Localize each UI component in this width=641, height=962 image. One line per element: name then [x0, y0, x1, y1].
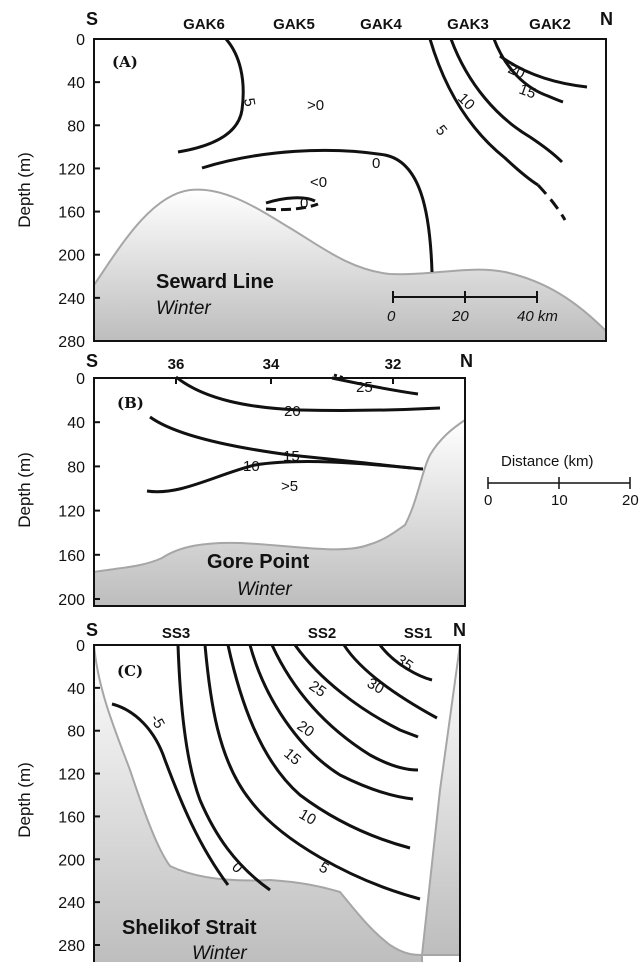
panel-b-north-label: N: [460, 351, 473, 371]
ytick-label: 200: [58, 248, 85, 265]
ytick-label: 280: [58, 938, 85, 955]
station-a-0: GAK6: [183, 16, 225, 33]
clabel-c-3: 10: [296, 806, 319, 829]
ytick-label: 160: [58, 548, 85, 565]
station-a-2: GAK4: [360, 16, 402, 33]
station-c-1: SS2: [308, 625, 336, 642]
clabel-b-2: 15: [283, 448, 300, 465]
clabel-a-3: <0: [310, 174, 327, 191]
panel-c: -5 0 5 10 15 20 25 30 35 (C) Shelikof St…: [15, 620, 466, 962]
station-b-1: 34: [263, 356, 280, 373]
station-a-3: GAK3: [447, 16, 489, 33]
ytick-label: 40: [67, 75, 85, 92]
contour-a-5-right-dash: [538, 185, 565, 220]
ytick-label: 160: [58, 809, 85, 826]
contour-a-0-lower-dash: [266, 204, 318, 210]
panel-c-bathymetry-right: [422, 645, 460, 955]
clabel-a-0: 5: [240, 97, 258, 108]
contour-a-5-right: [430, 39, 538, 185]
clabel-a-4: 0: [300, 195, 308, 212]
panel-b-south-label: S: [86, 351, 98, 371]
panel-b-season: Winter: [237, 579, 292, 600]
clabel-a-1: >0: [307, 97, 324, 114]
ytick-label: 80: [67, 724, 85, 741]
distance-scale-label-0: 0: [484, 492, 492, 509]
panel-c-stations: SS3 SS2 SS1: [162, 625, 432, 642]
panel-a-title: Seward Line: [156, 271, 274, 293]
clabel-b-3: 10: [243, 458, 260, 475]
station-c-2: SS1: [404, 625, 432, 642]
ytick-label: 160: [58, 205, 85, 222]
clabel-c-4: 15: [280, 745, 304, 769]
station-c-0: SS3: [162, 625, 190, 642]
ytick-label: 80: [67, 118, 85, 135]
ytick-label: 0: [76, 638, 85, 655]
panel-c-title: Shelikof Strait: [122, 917, 257, 939]
ytick-label: 40: [67, 681, 85, 698]
distance-scale-label-1: 10: [551, 492, 568, 509]
panel-b-label: (B): [117, 394, 144, 412]
contour-b-25: [332, 378, 418, 394]
panel-c-season: Winter: [192, 943, 247, 962]
contour-b-20: [176, 377, 440, 410]
station-a-4: GAK2: [529, 16, 571, 33]
panel-a-ylabel: Depth (m): [15, 152, 34, 228]
clabel-c-2: 5: [316, 859, 332, 878]
station-b-0: 36: [168, 356, 185, 373]
ytick-label: 120: [58, 767, 85, 784]
panel-a-south-label: S: [86, 9, 98, 29]
contour-c-10: [228, 645, 410, 848]
ytick-label: 0: [76, 371, 85, 388]
contour-c-15: [250, 645, 413, 799]
contour-b-10: [147, 462, 411, 492]
panel-c-ylabel: Depth (m): [15, 762, 34, 838]
ytick-label: 120: [58, 161, 85, 178]
panel-a: 5 >0 0 <0 0 5 10 15 20 (A) Seward Line W…: [15, 9, 613, 351]
clabel-a-2: 0: [372, 155, 380, 172]
panel-c-label: (C): [117, 662, 143, 680]
ytick-label: 200: [58, 852, 85, 869]
station-b-2: 32: [385, 356, 402, 373]
ytick-label: 40: [67, 415, 85, 432]
clabel-b-4: >5: [281, 478, 298, 495]
panel-a-contour-labels: 5 >0 0 <0 0 5 10 15 20: [240, 60, 538, 212]
clabel-c-7: 30: [364, 675, 387, 698]
panel-a-north-label: N: [600, 9, 613, 29]
scale-bar-a-label-1: 20: [451, 308, 469, 325]
clabel-b-0: 25: [356, 379, 373, 396]
distance-scale: Distance (km) 0 10 20: [484, 453, 639, 509]
panel-a-stations: GAK6 GAK5 GAK4 GAK3 GAK2: [183, 16, 571, 33]
ytick-label: 240: [58, 895, 85, 912]
panel-a-label: (A): [112, 53, 138, 71]
panel-b-contour-labels: 25 20 15 10 >5: [243, 379, 373, 495]
ytick-label: 200: [58, 592, 85, 609]
ytick-label: 280: [58, 334, 85, 351]
distance-scale-label-2: 20: [622, 492, 639, 509]
panel-b-stations: 36 34 32: [168, 356, 402, 373]
contour-a-5-left: [178, 39, 243, 152]
clabel-b-1: 20: [284, 403, 301, 420]
ytick-label: 120: [58, 504, 85, 521]
panel-c-south-label: S: [86, 620, 98, 640]
panel-b-ylabel: Depth (m): [15, 452, 34, 528]
panel-c-contour-labels: -5 0 5 10 15 20 25 30 35: [147, 651, 417, 877]
ytick-label: 240: [58, 291, 85, 308]
clabel-a-6: 10: [454, 90, 478, 114]
scale-bar-a-label-2: 40 km: [517, 308, 558, 325]
panel-a-season: Winter: [156, 298, 211, 319]
panel-c-north-label: N: [453, 620, 466, 640]
panel-b: 25 20 15 10 >5 (B) Gore Point Winter S N…: [15, 351, 473, 609]
distance-scale-title: Distance (km): [501, 453, 594, 470]
ytick-label: 0: [76, 32, 85, 49]
panel-b-title: Gore Point: [207, 551, 310, 573]
contour-c-0: [178, 645, 270, 890]
clabel-a-5: 5: [432, 122, 451, 139]
station-a-1: GAK5: [273, 16, 315, 33]
scale-bar-a-label-0: 0: [387, 308, 396, 325]
panel-b-contours: [147, 375, 440, 492]
clabel-a-7: 15: [517, 81, 538, 103]
ytick-label: 80: [67, 459, 85, 476]
